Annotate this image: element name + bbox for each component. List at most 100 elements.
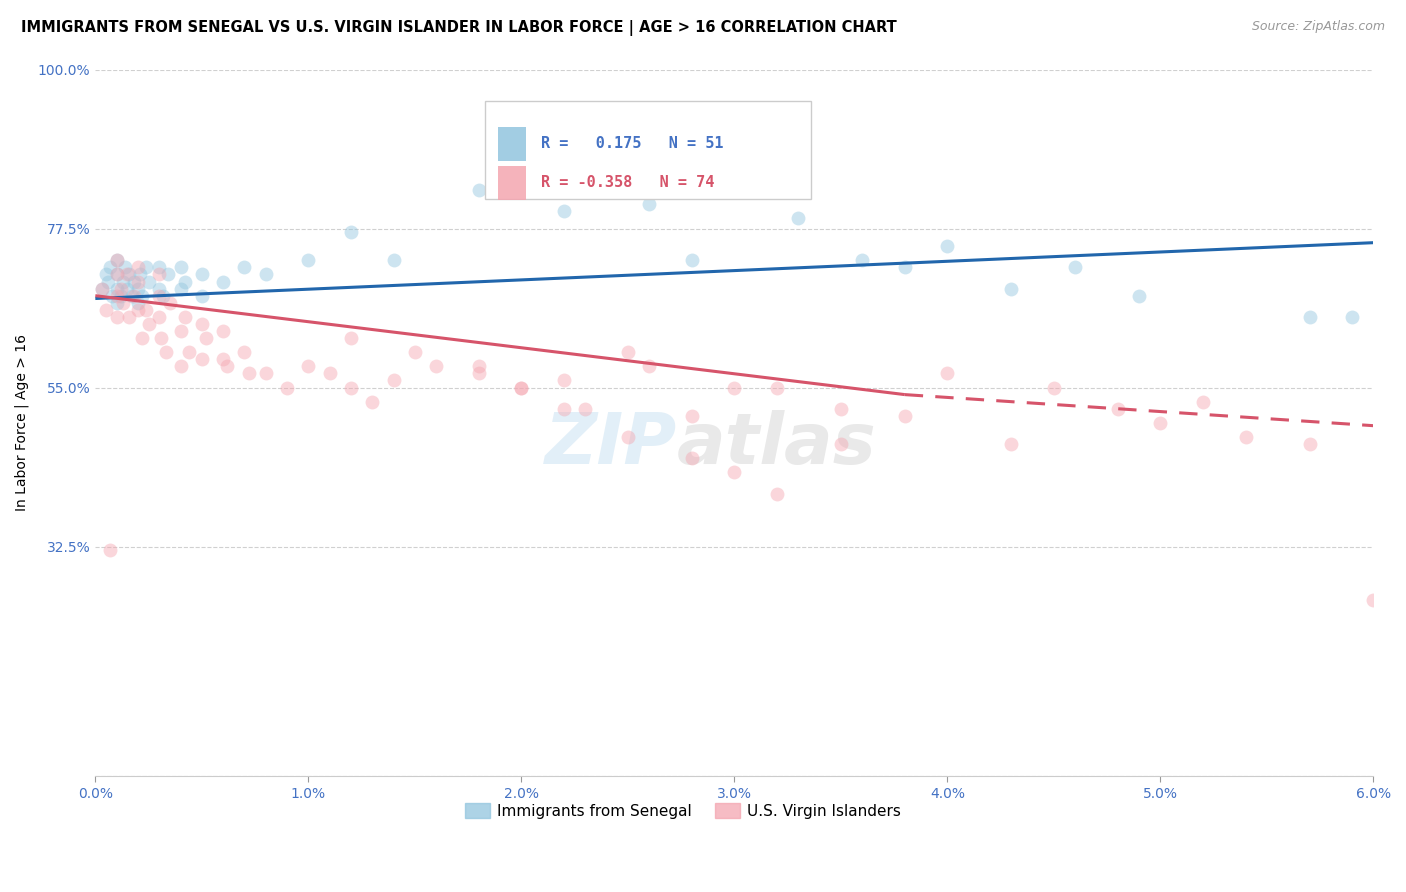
Point xyxy=(118,310,141,324)
Point xyxy=(98,260,121,275)
Point xyxy=(127,275,149,289)
Point xyxy=(94,268,117,282)
Point xyxy=(114,260,136,275)
Point xyxy=(212,324,235,338)
Point xyxy=(382,253,405,268)
Point xyxy=(138,275,160,289)
Point xyxy=(148,310,170,324)
Point xyxy=(97,275,120,289)
Point xyxy=(131,331,153,345)
Point xyxy=(148,260,170,275)
Point xyxy=(340,331,363,345)
FancyBboxPatch shape xyxy=(498,166,526,200)
Text: ZIP: ZIP xyxy=(544,409,676,479)
Point xyxy=(531,147,554,161)
Point xyxy=(382,374,405,388)
Point xyxy=(1192,394,1215,409)
Point xyxy=(191,352,214,367)
Point xyxy=(318,367,340,381)
Point xyxy=(148,288,170,302)
Point xyxy=(361,394,384,409)
Point xyxy=(276,380,298,394)
Point xyxy=(1234,430,1257,444)
Point xyxy=(121,288,143,302)
Text: Source: ZipAtlas.com: Source: ZipAtlas.com xyxy=(1251,20,1385,33)
Point xyxy=(830,437,852,451)
Point xyxy=(1043,380,1066,394)
Point xyxy=(131,288,153,302)
Point xyxy=(169,282,191,296)
Point xyxy=(191,268,214,282)
Point xyxy=(138,317,160,331)
Point xyxy=(851,253,873,268)
Point xyxy=(110,288,132,302)
Point xyxy=(638,196,661,211)
Point xyxy=(787,211,810,225)
Point xyxy=(1341,310,1364,324)
Point xyxy=(127,282,149,296)
FancyBboxPatch shape xyxy=(485,102,811,199)
Point xyxy=(105,253,128,268)
Point xyxy=(135,260,157,275)
Point xyxy=(617,430,640,444)
Point xyxy=(217,359,239,374)
Point xyxy=(169,324,191,338)
Point xyxy=(1362,592,1385,607)
Text: IMMIGRANTS FROM SENEGAL VS U.S. VIRGIN ISLANDER IN LABOR FORCE | AGE > 16 CORREL: IMMIGRANTS FROM SENEGAL VS U.S. VIRGIN I… xyxy=(21,20,897,36)
Point xyxy=(148,282,170,296)
Point xyxy=(152,288,174,302)
Point xyxy=(1000,282,1022,296)
Point xyxy=(553,401,575,416)
Point xyxy=(101,288,124,302)
Point xyxy=(638,359,661,374)
Point xyxy=(340,380,363,394)
Text: R = -0.358   N = 74: R = -0.358 N = 74 xyxy=(541,175,714,190)
Point xyxy=(894,409,917,423)
Point xyxy=(894,260,917,275)
Point xyxy=(111,295,134,310)
Point xyxy=(1000,437,1022,451)
Point xyxy=(510,380,533,394)
Point xyxy=(723,380,745,394)
Point xyxy=(122,288,145,302)
Point xyxy=(510,380,533,394)
Point xyxy=(212,352,235,367)
Point xyxy=(1107,401,1129,416)
Point xyxy=(155,345,177,359)
Point xyxy=(766,486,789,500)
Point xyxy=(118,268,141,282)
Point xyxy=(195,331,218,345)
Point xyxy=(169,260,191,275)
Point xyxy=(148,268,170,282)
Point xyxy=(723,466,745,480)
Point xyxy=(553,374,575,388)
Point xyxy=(553,203,575,218)
Point xyxy=(1149,416,1171,430)
Point xyxy=(117,268,139,282)
Point xyxy=(297,253,319,268)
Point xyxy=(238,367,260,381)
Point xyxy=(191,288,214,302)
Point xyxy=(105,282,128,296)
FancyBboxPatch shape xyxy=(498,127,526,161)
Point xyxy=(340,225,363,239)
Point xyxy=(468,367,491,381)
Point xyxy=(468,183,491,197)
Legend: Immigrants from Senegal, U.S. Virgin Islanders: Immigrants from Senegal, U.S. Virgin Isl… xyxy=(460,797,907,825)
Point xyxy=(111,275,134,289)
Point xyxy=(135,302,157,317)
Point xyxy=(105,288,128,302)
Point xyxy=(90,282,112,296)
Point xyxy=(159,295,181,310)
Point xyxy=(129,268,152,282)
Point xyxy=(105,310,128,324)
Point xyxy=(191,317,214,331)
Y-axis label: In Labor Force | Age > 16: In Labor Force | Age > 16 xyxy=(15,334,30,511)
Point xyxy=(830,401,852,416)
Point xyxy=(127,295,149,310)
Point xyxy=(425,359,447,374)
Point xyxy=(681,253,703,268)
Point xyxy=(105,295,128,310)
Point xyxy=(617,345,640,359)
Point xyxy=(90,282,112,296)
